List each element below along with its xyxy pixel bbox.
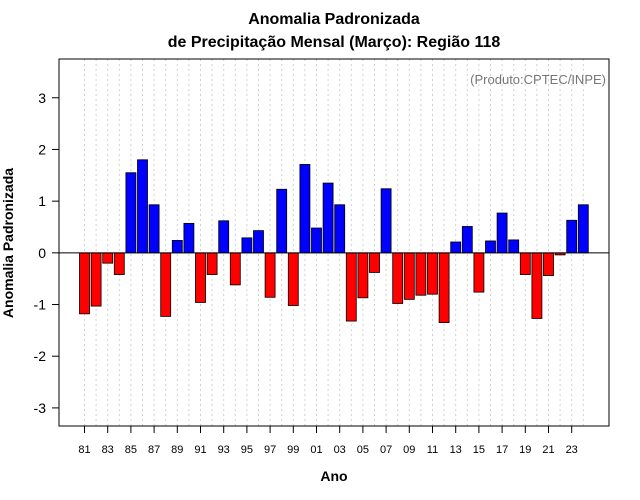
grid [84, 59, 584, 426]
y-tick-label: 3 [38, 90, 46, 106]
bar-2010 [415, 252, 427, 296]
bar-1986 [137, 159, 148, 254]
y-axis-title: Anomalia Padronizada [0, 168, 16, 318]
bar-1995 [241, 237, 253, 254]
x-tick-label: 95 [241, 444, 253, 456]
x-tick-label: 91 [194, 444, 206, 456]
bar-2011 [427, 252, 438, 295]
bar-1991 [195, 252, 206, 303]
bar-2017 [496, 212, 508, 254]
x-tick-label: 07 [380, 444, 392, 456]
bar-1998 [276, 188, 288, 254]
x-axis: 81 83 85 87 89 91 93 95 97 99 01 03 05 07 09 11 13 15 17 19… [78, 426, 578, 456]
plot-frame [58, 58, 610, 427]
x-tick-label: 19 [519, 444, 531, 456]
bar-2015 [473, 252, 485, 293]
x-tick-label: 99 [287, 444, 299, 456]
bar-2023 [566, 219, 578, 254]
bar-2018 [508, 239, 520, 254]
y-tick-label: -2 [34, 348, 47, 364]
bar-1982 [90, 252, 102, 307]
bar-2012 [438, 252, 450, 324]
x-tick-label: 11 [427, 444, 438, 456]
bar-2009 [403, 252, 415, 300]
bar-2024 [577, 204, 589, 254]
bar-1983 [102, 252, 114, 264]
x-tick-label: 83 [102, 444, 114, 456]
bar-2005 [357, 252, 369, 299]
bar-1992 [206, 252, 218, 275]
bar-1984 [113, 252, 125, 275]
x-tick-label: 23 [566, 444, 578, 456]
x-tick-label: 01 [310, 444, 322, 456]
bar-2016 [485, 240, 496, 254]
bar-2019 [519, 252, 531, 275]
bar-2000 [299, 164, 311, 254]
y-tick-label: 0 [38, 245, 46, 261]
bar-1994 [229, 252, 241, 286]
bar-2021 [543, 252, 554, 276]
source-note: (Produto:CPTEC/INPE) [470, 72, 606, 87]
bar-1990 [183, 222, 195, 254]
y-tick-label: -3 [34, 400, 47, 416]
bar-1999 [287, 252, 299, 306]
chart-subtitle: de Precipitação Mensal (Março): Região 1… [168, 34, 501, 51]
chart-title: Anomalia Padronizada [248, 11, 420, 28]
bar-2020 [531, 252, 543, 319]
bar-1997 [264, 252, 276, 298]
bar-1987 [148, 204, 160, 254]
x-tick-label: 93 [218, 444, 230, 456]
bar-1981 [79, 252, 90, 315]
x-tick-label: 81 [78, 444, 90, 456]
x-tick-label: 21 [542, 444, 554, 456]
x-tick-label: 09 [403, 444, 415, 456]
bar-2014 [461, 226, 473, 254]
x-tick-label: 17 [496, 444, 508, 456]
y-tick-label: -1 [34, 297, 47, 313]
x-tick-label: 03 [334, 444, 346, 456]
y-axis: -3 -2 -1 0 1 2 3 [34, 90, 59, 416]
bar-1993 [218, 220, 230, 254]
x-tick-label: 89 [171, 444, 183, 456]
bar-1988 [160, 252, 172, 317]
x-axis-title: Ano [320, 468, 347, 484]
bar-2007 [380, 188, 392, 254]
bar-1989 [171, 240, 183, 254]
bar-2002 [322, 182, 334, 254]
bar-2003 [334, 204, 346, 254]
bar-1996 [253, 230, 264, 254]
bar-2008 [392, 252, 404, 304]
y-tick-label: 1 [38, 193, 46, 209]
bar-2001 [311, 227, 322, 254]
x-tick-label: 87 [148, 444, 160, 456]
x-tick-label: 15 [473, 444, 485, 456]
x-tick-label: 85 [125, 444, 137, 456]
y-tick-label: 2 [38, 141, 46, 157]
bar-1985 [125, 172, 137, 254]
x-tick-label: 97 [264, 444, 276, 456]
bar-2006 [369, 252, 380, 273]
bar-2004 [345, 252, 357, 322]
bar-2013 [450, 241, 462, 254]
bars [79, 159, 589, 324]
x-tick-label: 05 [357, 444, 369, 456]
x-tick-label: 13 [450, 444, 462, 456]
